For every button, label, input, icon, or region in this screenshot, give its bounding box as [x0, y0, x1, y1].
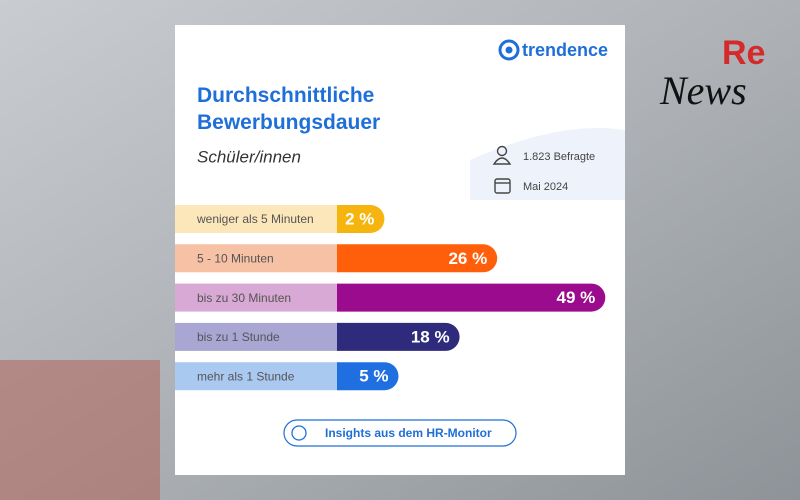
label-band: [175, 322, 339, 351]
background-patch: [0, 360, 160, 500]
label-band: [175, 283, 339, 312]
calendar-icon: [494, 178, 511, 194]
watermark-top: Re: [722, 34, 765, 72]
label-band: [175, 362, 339, 391]
brand: trendence: [522, 40, 608, 60]
respondents: 1.823 Befragte: [523, 151, 595, 163]
insights-label[interactable]: Insights aus dem HR-Monitor: [325, 426, 492, 440]
label-band: [175, 205, 339, 233]
person-icon-body: [492, 157, 512, 165]
value-label: 18 %: [411, 327, 450, 346]
category-label: mehr als 1 Stunde: [197, 369, 295, 383]
card-decor: [470, 128, 625, 200]
bar: [337, 362, 399, 391]
chart-title: Durchschnittliche Bewerbungsdauer: [197, 84, 381, 134]
bar: [337, 322, 460, 351]
brand-icon-dot: [505, 46, 513, 54]
date: Mai 2024: [523, 181, 568, 193]
category-label: bis zu 1 Stunde: [197, 330, 280, 344]
bar: [337, 244, 498, 273]
insights-button[interactable]: [283, 419, 517, 447]
subtitle: Schüler/innen: [197, 147, 301, 166]
watermark-bottom: News: [659, 68, 747, 113]
value-label: 2 %: [345, 209, 374, 228]
category-label: 5 - 10 Minuten: [197, 251, 274, 265]
value-label: 49 %: [557, 288, 596, 307]
bar: [337, 283, 606, 312]
label-band: [175, 244, 339, 273]
bar: [337, 205, 385, 233]
brand-icon: [498, 39, 520, 61]
category-label: weniger als 5 Minuten: [196, 212, 314, 226]
person-icon: [496, 145, 508, 157]
value-label: 5 %: [359, 367, 388, 386]
value-label: 26 %: [448, 249, 487, 268]
bulb-icon: [291, 425, 307, 441]
category-label: bis zu 30 Minuten: [197, 291, 291, 305]
